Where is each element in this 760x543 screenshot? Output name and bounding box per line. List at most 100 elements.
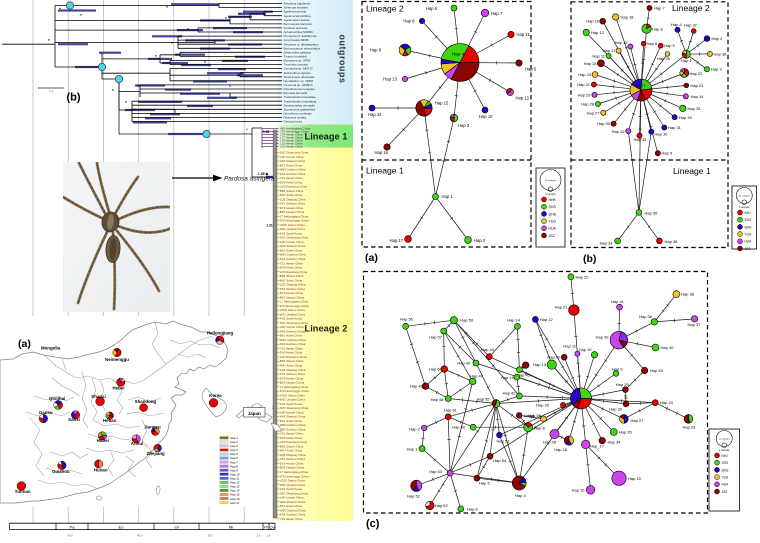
svg-text:Hap 10: Hap 10 [479, 114, 493, 119]
svg-text:Hap 9: Hap 9 [370, 48, 382, 53]
svg-text:XK1 Sichuan China: XK1 Sichuan China [280, 202, 305, 206]
svg-text:U3S3 Gansu China: U3S3 Gansu China [280, 393, 305, 397]
svg-text:Hap 16: Hap 16 [375, 150, 389, 155]
svg-text:L29 Shandong China: L29 Shandong China [280, 440, 308, 444]
svg-text:BD1 Shanxi China: BD1 Shanxi China [280, 274, 304, 278]
svg-text:Paradossenus longipes: Paradossenus longipes [284, 87, 316, 91]
svg-text:*: * [80, 13, 82, 18]
svg-text:Hap 27: Hap 27 [587, 110, 601, 115]
svg-text:Selenops insularis: Selenops insularis [284, 6, 309, 10]
svg-text:Neimenggu: Neimenggu [105, 357, 129, 362]
svg-text:(a): (a) [18, 338, 31, 350]
svg-text:Hap 19: Hap 19 [615, 40, 629, 45]
svg-text:Amycstearia MK86: Amycstearia MK86 [284, 38, 310, 42]
svg-text:Hap 3: Hap 3 [711, 67, 722, 72]
svg-text:SGS: SGS [722, 461, 729, 465]
svg-text:NHK: NHK [549, 198, 557, 202]
svg-text:Hap 50: Hap 50 [460, 318, 474, 323]
svg-text:HUA: HUA [722, 483, 730, 487]
svg-text:Y31 Henan China: Y31 Henan China [280, 517, 303, 521]
svg-text:Hap 13: Hap 13 [383, 77, 397, 82]
svg-text:Lineage 2: Lineage 2 [366, 4, 404, 14]
svg-text:QHS: QHS [549, 212, 557, 216]
svg-text:L77 Henan China: L77 Henan China [280, 136, 303, 140]
svg-text:Hap 6: Hap 6 [467, 507, 478, 512]
svg-text:BD1 Shanxi China: BD1 Shanxi China [280, 444, 304, 448]
svg-text:970 Neimenggu China: 970 Neimenggu China [280, 304, 309, 308]
svg-text:SXC Shandong China: SXC Shandong China [280, 151, 309, 155]
svg-text:BD1 Shanxi China: BD1 Shanxi China [280, 189, 304, 193]
svg-text:Mi: Mi [229, 524, 233, 529]
svg-text:BX1 Hubei China: BX1 Hubei China [280, 504, 303, 508]
svg-text:Hap 10: Hap 10 [230, 472, 240, 476]
svg-text:0.98: 0.98 [263, 130, 270, 134]
svg-text:Jiangsu: Jiangsu [144, 425, 161, 430]
svg-text:YUG: YUG [722, 476, 729, 480]
svg-text:XK1 Sichuan China: XK1 Sichuan China [280, 287, 305, 291]
svg-text:*: * [204, 60, 206, 65]
svg-text:Strophius cf. albofasciatus: Strophius cf. albofasciatus [284, 42, 320, 46]
svg-text:4W7 Anhui China: 4W7 Anhui China [280, 449, 303, 453]
svg-text:Neozillurus cochinam: Neozillurus cochinam [284, 112, 313, 116]
svg-text:Borboropactus tuberculatus: Borboropactus tuberculatus [284, 46, 321, 50]
svg-text:Hap 39: Hap 39 [596, 335, 610, 340]
svg-text:*: * [239, 12, 241, 17]
svg-text:Hap 5: Hap 5 [525, 67, 537, 72]
svg-text:Hap 20: Hap 20 [536, 403, 550, 408]
svg-text:Hap 13: Hap 13 [230, 485, 240, 489]
svg-text:*: * [137, 84, 139, 89]
svg-text:Hap 30: Hap 30 [547, 355, 561, 360]
svg-text:Hap 56: Hap 56 [400, 316, 414, 321]
svg-text:Shandong: Shandong [135, 399, 157, 404]
svg-text:BX1 Hubei China: BX1 Hubei China [280, 249, 303, 253]
svg-text:Hap 45: Hap 45 [517, 372, 531, 377]
svg-text:Y31 Henan China: Y31 Henan China [280, 347, 303, 351]
svg-text:Hap 50: Hap 50 [452, 425, 466, 430]
svg-text:Hap 30: Hap 30 [597, 121, 611, 126]
svg-text:Hebei: Hebei [113, 386, 125, 391]
svg-text:Hap 8: Hap 8 [534, 425, 545, 430]
svg-text:Hap 31: Hap 31 [668, 125, 682, 130]
svg-text:LQ5 Zhejiang China: LQ5 Zhejiang China [280, 453, 306, 457]
svg-text:Mongolia: Mongolia [41, 346, 61, 351]
svg-text:U3S3 Gansu China: U3S3 Gansu China [280, 223, 305, 227]
svg-text:Hap 49: Hap 49 [457, 361, 471, 366]
svg-text:Hap 42: Hap 42 [503, 390, 517, 395]
svg-text:Hap 17: Hap 17 [389, 238, 403, 243]
svg-text:*: * [246, 128, 248, 132]
svg-text:L7 Heilongjiang China: L7 Heilongjiang China [280, 470, 309, 474]
svg-text:Hap 14: Hap 14 [691, 94, 705, 99]
svg-text:Hap 14: Hap 14 [230, 489, 240, 493]
svg-text:Pl: Pl [264, 524, 268, 529]
svg-text:Hap 12: Hap 12 [230, 481, 240, 485]
svg-text:Hap 14: Hap 14 [507, 317, 521, 322]
svg-text:L79 Henan China: L79 Henan China [280, 139, 303, 143]
svg-text:40.0: 40.0 [137, 534, 143, 538]
svg-text:Dimorpha cf. ambliformis: Dimorpha cf. ambliformis [284, 34, 318, 38]
svg-text:Hap 18: Hap 18 [621, 14, 635, 19]
svg-text:U3S3 Gansu China: U3S3 Gansu China [280, 479, 305, 483]
svg-text:Hap 34: Hap 34 [608, 439, 622, 444]
svg-text:Coengoha sp. MR172: Coengoha sp. MR172 [284, 67, 314, 71]
svg-text:DY9 Hunan China: DY9 Hunan China [280, 291, 304, 295]
svg-text:W31 Qinghai China: W31 Qinghai China [280, 483, 305, 487]
svg-text:DV0 Hebei China: DV0 Hebei China [280, 436, 303, 440]
svg-text:970 Neimenggu China: 970 Neimenggu China [280, 474, 309, 478]
svg-text:Hap 9: Hap 9 [662, 151, 673, 156]
svg-text:Hap 37: Hap 37 [684, 23, 698, 28]
svg-text:Hap 32: Hap 32 [612, 129, 626, 134]
svg-text:Hap 16: Hap 16 [572, 488, 586, 493]
svg-text:Hap 54: Hap 54 [493, 458, 507, 463]
svg-text:Hap 51: Hap 51 [497, 439, 511, 444]
svg-text:L48 Yunnan China: L48 Yunnan China [280, 240, 304, 244]
svg-text:Hap 34: Hap 34 [600, 241, 614, 246]
svg-text:Korea: Korea [209, 393, 222, 398]
svg-text:Pisaurina undata: Pisaurina undata [284, 116, 307, 120]
svg-text:Lineage 2: Lineage 2 [672, 3, 710, 13]
svg-text:HA5 Shaanxi China: HA5 Shaanxi China [280, 500, 306, 504]
svg-text:Nemalabrus sp. NR06: Nemalabrus sp. NR06 [284, 79, 314, 83]
svg-text:Qinghai: Qinghai [49, 396, 65, 401]
svg-text:Hap 8: Hap 8 [230, 464, 238, 468]
svg-text:Hap 12: Hap 12 [516, 96, 530, 101]
svg-text:Hap 47: Hap 47 [470, 373, 484, 378]
